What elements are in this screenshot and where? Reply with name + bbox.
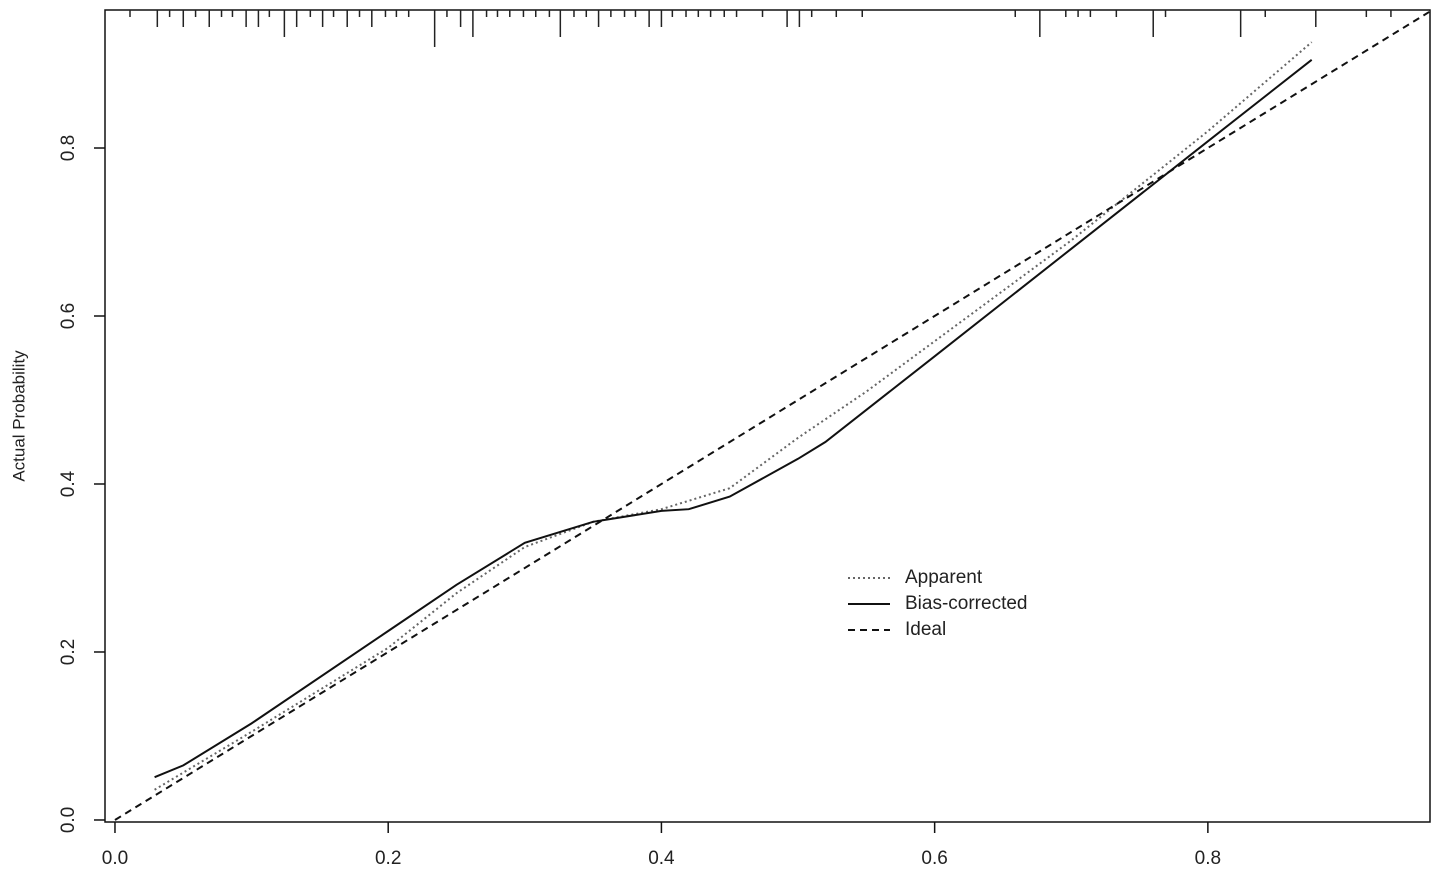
series-line: [114, 11, 1430, 821]
series-line: [154, 59, 1313, 779]
legend-label: Bias-corrected: [905, 593, 1028, 614]
x-tick-label: 0.8: [1195, 848, 1221, 869]
legend-label: Apparent: [905, 567, 983, 588]
y-tick-label: 0.6: [58, 303, 79, 329]
y-tick-label: 0.8: [58, 135, 79, 161]
plot-frame: [104, 9, 1431, 823]
series-line: [154, 41, 1313, 791]
x-tick-label: 0.0: [102, 848, 128, 869]
x-tick-label: 0.6: [921, 848, 947, 869]
x-tick-label: 0.2: [375, 848, 401, 869]
y-tick-label: 0.0: [58, 807, 79, 833]
legend-label: Ideal: [905, 619, 946, 640]
y-axis-label: Actual Probability: [9, 350, 28, 482]
y-tick-label: 0.2: [58, 639, 79, 665]
x-tick-label: 0.4: [648, 848, 675, 869]
y-tick-label: 0.4: [58, 470, 79, 497]
